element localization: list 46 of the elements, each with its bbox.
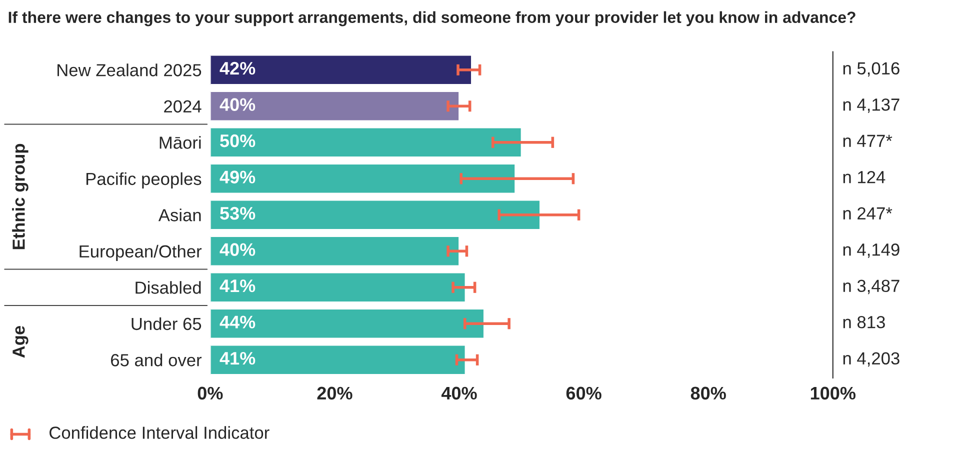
data-label: 53% (220, 206, 256, 220)
text: n 124 (843, 170, 886, 184)
bar (210, 126, 522, 158)
data-label: 40% (220, 98, 256, 111)
y-tick-label: Pacific peoples (86, 172, 202, 189)
text: n 813 (843, 316, 885, 328)
y-tick-label: Under 65 (132, 317, 202, 330)
data-label: 42% (220, 62, 256, 75)
y-tick-label: New Zealand 2025 (58, 64, 202, 76)
x-tick-label: 40% (441, 386, 477, 400)
bar (210, 199, 541, 230)
data-label: 41% (220, 352, 256, 365)
text: n 247* (843, 207, 892, 220)
data-label: 49% (220, 170, 256, 184)
bar (210, 308, 485, 340)
y-tick-label: Māori (160, 136, 201, 149)
text: Confidence Interval Indicator (50, 426, 270, 439)
y-tick-label: Disabled (136, 281, 201, 294)
data-label: 41% (220, 279, 256, 292)
bar (210, 163, 516, 194)
y-tick-label: 65 and over (111, 354, 202, 366)
bar (210, 344, 466, 376)
bar (210, 236, 460, 267)
text: n 4,137 (843, 98, 900, 113)
x-tick-label: 20% (317, 386, 352, 400)
y-tick-label: Asian (158, 208, 201, 222)
text: n 477* (843, 134, 892, 147)
text: Age (12, 326, 28, 358)
y-tick-label: European/Other (80, 244, 202, 262)
data-label: 40% (220, 243, 256, 256)
bar (210, 90, 460, 122)
x-tick-label: 0% (198, 386, 223, 400)
text: n 3,487 (843, 280, 900, 294)
x-tick-label: 60% (566, 386, 602, 400)
y-tick-label: 2024 (164, 100, 202, 113)
x-tick-label: 100% (810, 386, 856, 400)
text: n 4,203 (843, 352, 900, 367)
text: Ethnic group (12, 144, 28, 250)
text: n 4,149 (843, 243, 900, 258)
bar (210, 272, 466, 303)
text: n 5,016 (843, 62, 900, 77)
data-label: 44% (220, 316, 256, 328)
bar (210, 54, 472, 86)
chart-title: If there were changes to your support arrangements, did someone from your provider let you know in advance? (8, 11, 856, 26)
data-label: 50% (220, 134, 256, 148)
x-tick-label: 80% (690, 386, 726, 400)
